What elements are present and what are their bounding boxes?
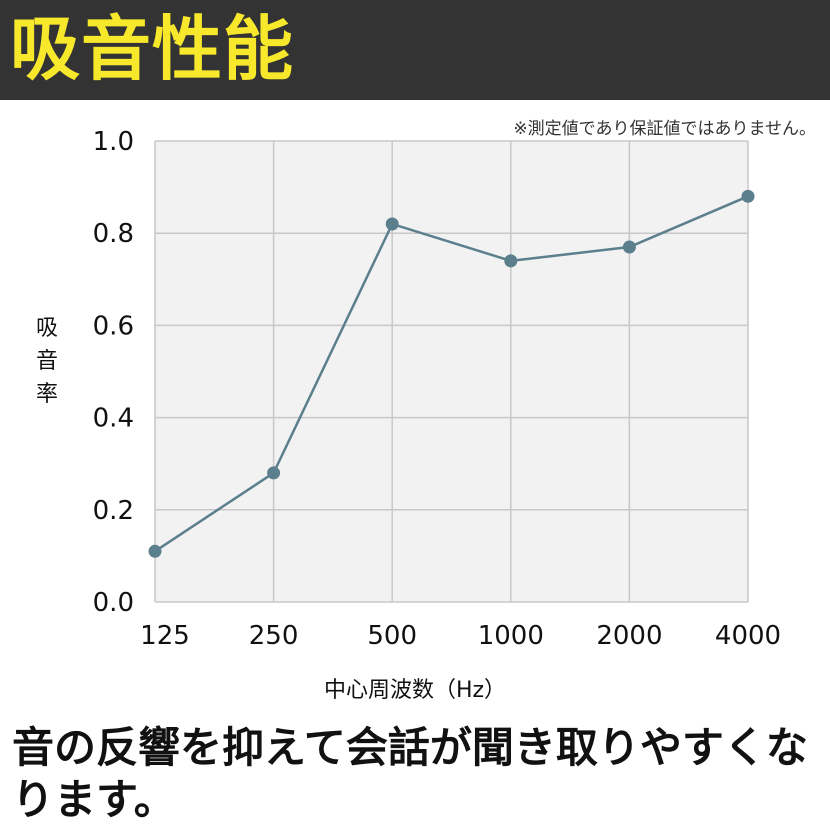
y-tick-label: 0.4 (93, 404, 134, 434)
y-tick-label: 0.0 (93, 588, 134, 618)
y-tick-label: 0.2 (93, 496, 134, 526)
x-tick-label: 2000 (596, 621, 662, 651)
plot-area (155, 141, 748, 602)
x-tick-label: 500 (367, 621, 417, 651)
y-tick-label: 0.8 (93, 219, 134, 249)
y-axis-label: 吸音率 (35, 316, 58, 407)
page-title: 吸音性能 (10, 8, 294, 90)
data-point (385, 217, 399, 231)
x-tick-label: 1000 (478, 621, 544, 651)
data-point (267, 466, 281, 480)
x-tick-label: 250 (249, 621, 299, 651)
data-point (622, 240, 636, 254)
y-tick-label: 0.6 (93, 311, 134, 341)
x-tick-label: 125 (140, 621, 190, 651)
y-tick-label: 1.0 (93, 127, 134, 157)
disclaimer-note: ※測定値であり保証値ではありません。 (513, 119, 816, 139)
data-point (148, 544, 162, 558)
header-bar: 吸音性能 (0, 0, 830, 100)
x-tick-label: 4000 (715, 621, 781, 651)
series-line (154, 195, 749, 553)
x-axis-label: 中心周波数（Hz） (323, 678, 507, 703)
data-point (741, 189, 755, 203)
caption-text: 音の反響を抑えて会話が聞き取りやすくなります。 (12, 723, 808, 824)
data-point (504, 254, 518, 268)
